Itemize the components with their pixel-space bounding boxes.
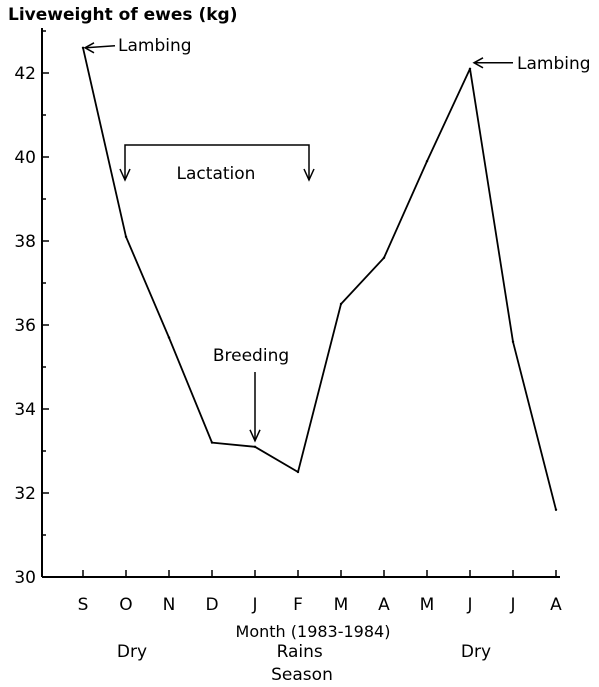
lambing-label-2: Lambing <box>517 54 591 74</box>
data-point <box>554 508 558 511</box>
y-tick-label: 36 <box>14 316 36 336</box>
x-tick-label: O <box>119 595 132 615</box>
x-tick-label: S <box>78 595 89 615</box>
series-group <box>81 46 558 511</box>
y-tick-label: 32 <box>14 484 36 504</box>
x-tick-label: J <box>466 595 472 615</box>
lambing-arrowhead-2 <box>472 57 484 69</box>
data-point <box>296 470 300 474</box>
x-tick-label: N <box>163 595 176 615</box>
lambing-label-1: Lambing <box>118 36 192 56</box>
x-tick-label: M <box>420 595 435 615</box>
x-tick-label: F <box>293 595 303 615</box>
lactation-arrowhead-right <box>303 168 315 182</box>
lactation-arrowhead-left <box>119 168 131 182</box>
data-point <box>382 256 386 259</box>
data-point <box>425 160 429 163</box>
y-tick-label: 34 <box>14 400 36 420</box>
y-tick-label: 40 <box>14 148 36 168</box>
lactation-label: Lactation <box>177 164 256 184</box>
season-labels: Dry Rains Dry Season <box>117 642 491 685</box>
y-axis-label: Liveweight of ewes (kg) <box>8 5 237 25</box>
x-tick-label: A <box>378 595 390 615</box>
data-point <box>468 67 472 71</box>
y-tick-label: 42 <box>14 64 36 84</box>
data-point <box>511 340 515 343</box>
lambing-arrow-1 <box>85 45 116 49</box>
lambing-arrowhead-1 <box>83 42 95 54</box>
season-label: Rains <box>277 642 323 662</box>
data-point <box>210 441 214 444</box>
season-label: Dry <box>117 642 147 662</box>
y-tick-label: 30 <box>14 568 36 588</box>
axes <box>41 28 560 578</box>
breeding-arrowhead <box>249 429 261 443</box>
data-point <box>81 46 85 49</box>
data-point <box>167 336 171 339</box>
x-tick-label: J <box>509 595 515 615</box>
lactation-bracket <box>124 144 310 180</box>
data-point <box>124 235 128 238</box>
season-label: Dry <box>461 642 491 662</box>
x-tick-label: M <box>334 595 349 615</box>
x-axis-label: Month (1983-1984) <box>236 622 391 641</box>
y-axis-ticks: 30 32 34 36 38 40 42 <box>14 30 49 588</box>
annotations: Lambing Lambing Lactation Breeding <box>83 36 591 443</box>
x-tick-label: D <box>205 595 218 615</box>
series-line <box>82 47 557 511</box>
x-tick-label: J <box>251 595 257 615</box>
season-title: Season <box>271 665 333 685</box>
breeding-label: Breeding <box>213 346 289 366</box>
x-tick-label: A <box>550 595 562 615</box>
data-point <box>253 445 257 448</box>
y-tick-label: 38 <box>14 232 36 252</box>
data-point <box>339 302 343 306</box>
